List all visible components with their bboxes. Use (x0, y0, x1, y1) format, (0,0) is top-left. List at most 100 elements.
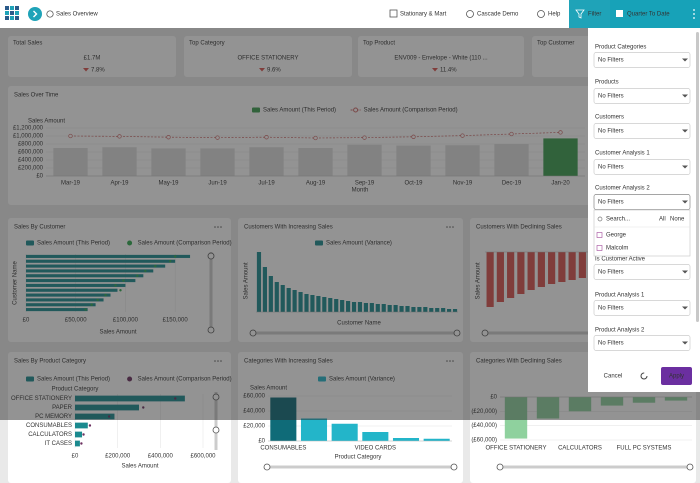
bar (331, 423, 358, 441)
x-tick-label: FULL PC SYSTEMS (617, 446, 672, 452)
apply-label[interactable]: Apply (669, 374, 684, 380)
bar (300, 418, 328, 441)
help-link[interactable]: Help (548, 12, 561, 18)
select-caret (682, 341, 688, 345)
filter-value[interactable]: No Filters (598, 341, 624, 347)
filter-select[interactable] (593, 52, 691, 68)
filter-value[interactable]: No Filters (598, 129, 624, 135)
bar (423, 438, 450, 441)
filter-label: Customer Analysis 2 (595, 186, 650, 192)
app-logo (15, 11, 19, 15)
cancel-button[interactable]: Cancel (604, 374, 623, 380)
x-tick-label: £600,000 (190, 454, 216, 460)
help-icon (537, 10, 545, 18)
store-icon (389, 9, 398, 18)
app-logo (5, 16, 9, 20)
app-logo (15, 6, 19, 10)
y-tick-label: CONSUMABLES (26, 423, 72, 429)
x-tick-label: £400,000 (148, 454, 174, 460)
app-logo (5, 11, 9, 15)
filter-value[interactable]: No Filters (598, 306, 624, 312)
checkbox[interactable] (596, 232, 603, 238)
select-caret (682, 306, 688, 310)
app-logo (5, 6, 9, 10)
x-tick-label: CALCULATORS (558, 446, 602, 452)
slider-handle[interactable] (212, 426, 220, 434)
select-caret (682, 165, 688, 169)
bar (362, 432, 389, 441)
info-icon (46, 10, 54, 18)
filter-value[interactable]: No Filters (598, 270, 624, 276)
y-tick-label: £0 (258, 439, 265, 445)
apply-button[interactable] (661, 367, 692, 385)
select-caret (682, 270, 688, 274)
select-all[interactable]: All (659, 217, 666, 223)
filter-value[interactable]: No Filters (598, 94, 624, 100)
slider-handle[interactable] (686, 463, 694, 471)
x-tick-label: £0 (72, 454, 79, 460)
reset-icon[interactable] (640, 372, 648, 380)
axis-title: Sales Amount (121, 464, 158, 470)
select-caret (682, 200, 688, 204)
slider-handle[interactable] (450, 463, 458, 471)
app-logo (15, 16, 19, 20)
select-caret (682, 58, 688, 62)
user-menu[interactable]: Cascade Demo (477, 12, 519, 18)
comparison-dot (88, 424, 92, 427)
y-tick-label: £20,000 (243, 424, 265, 430)
store-selector[interactable]: Stationary & Mart (400, 12, 447, 18)
bar (75, 422, 88, 429)
period-label[interactable]: Quarter To Date (627, 12, 670, 18)
filter-select[interactable] (593, 335, 691, 351)
calendar-icon (616, 10, 623, 17)
x-tick-label: CONSUMABLES (260, 446, 306, 452)
comparison-dot (80, 442, 83, 445)
bar (75, 431, 83, 438)
filter-label: Customer Analysis 1 (595, 151, 650, 157)
filter-value[interactable]: No Filters (598, 58, 624, 64)
slider-handle[interactable] (263, 463, 271, 471)
more-dot (693, 17, 695, 19)
user-icon (466, 10, 474, 18)
filter-label[interactable]: Filter (588, 12, 601, 18)
y-tick-label: IT CASES (45, 441, 72, 447)
option-label[interactable]: Malcolm (606, 246, 628, 252)
filter-select[interactable] (593, 123, 691, 139)
filter-select[interactable] (593, 264, 691, 280)
filter-value[interactable]: No Filters (598, 165, 624, 171)
filter-label: Customers (595, 115, 624, 121)
scrollbar (696, 32, 699, 322)
x-tick-label: £200,000 (105, 454, 131, 460)
filter-value[interactable]: No Filters (598, 200, 624, 206)
x-tick-label: VIDEO CARDS (355, 446, 396, 452)
filter-icon (575, 9, 585, 19)
filter-select[interactable] (593, 88, 691, 104)
filter-button[interactable] (569, 0, 610, 28)
filter-select[interactable] (593, 194, 691, 210)
more-dot (693, 13, 695, 15)
search-input[interactable]: Search... (606, 217, 630, 223)
app-logo (10, 6, 14, 10)
select-none[interactable]: None (670, 217, 685, 223)
comparison-dot (82, 433, 85, 436)
filter-label: Product Analysis 2 (595, 328, 645, 334)
filter-select[interactable] (593, 159, 691, 175)
x-tick-label: OFFICE STATIONERY (485, 446, 546, 452)
filter-label: Products (595, 80, 619, 86)
bar (75, 440, 80, 447)
app-logo (10, 16, 14, 20)
axis-title: Product Category (335, 455, 382, 461)
more-dot (693, 9, 695, 11)
y-tick-label: CALCULATORS (28, 432, 72, 438)
slider-handle[interactable] (496, 463, 504, 471)
app-logo (10, 11, 14, 15)
filter-label: Product Analysis 1 (595, 293, 645, 299)
checkbox[interactable] (596, 245, 603, 251)
filter-select[interactable] (593, 300, 691, 316)
option-label[interactable]: George (606, 233, 627, 239)
nav-toggle-icon (33, 10, 38, 18)
dropdown-menu (593, 209, 691, 257)
nav-toggle[interactable] (28, 7, 42, 21)
y-tick-label: (£40,000) (471, 423, 497, 429)
